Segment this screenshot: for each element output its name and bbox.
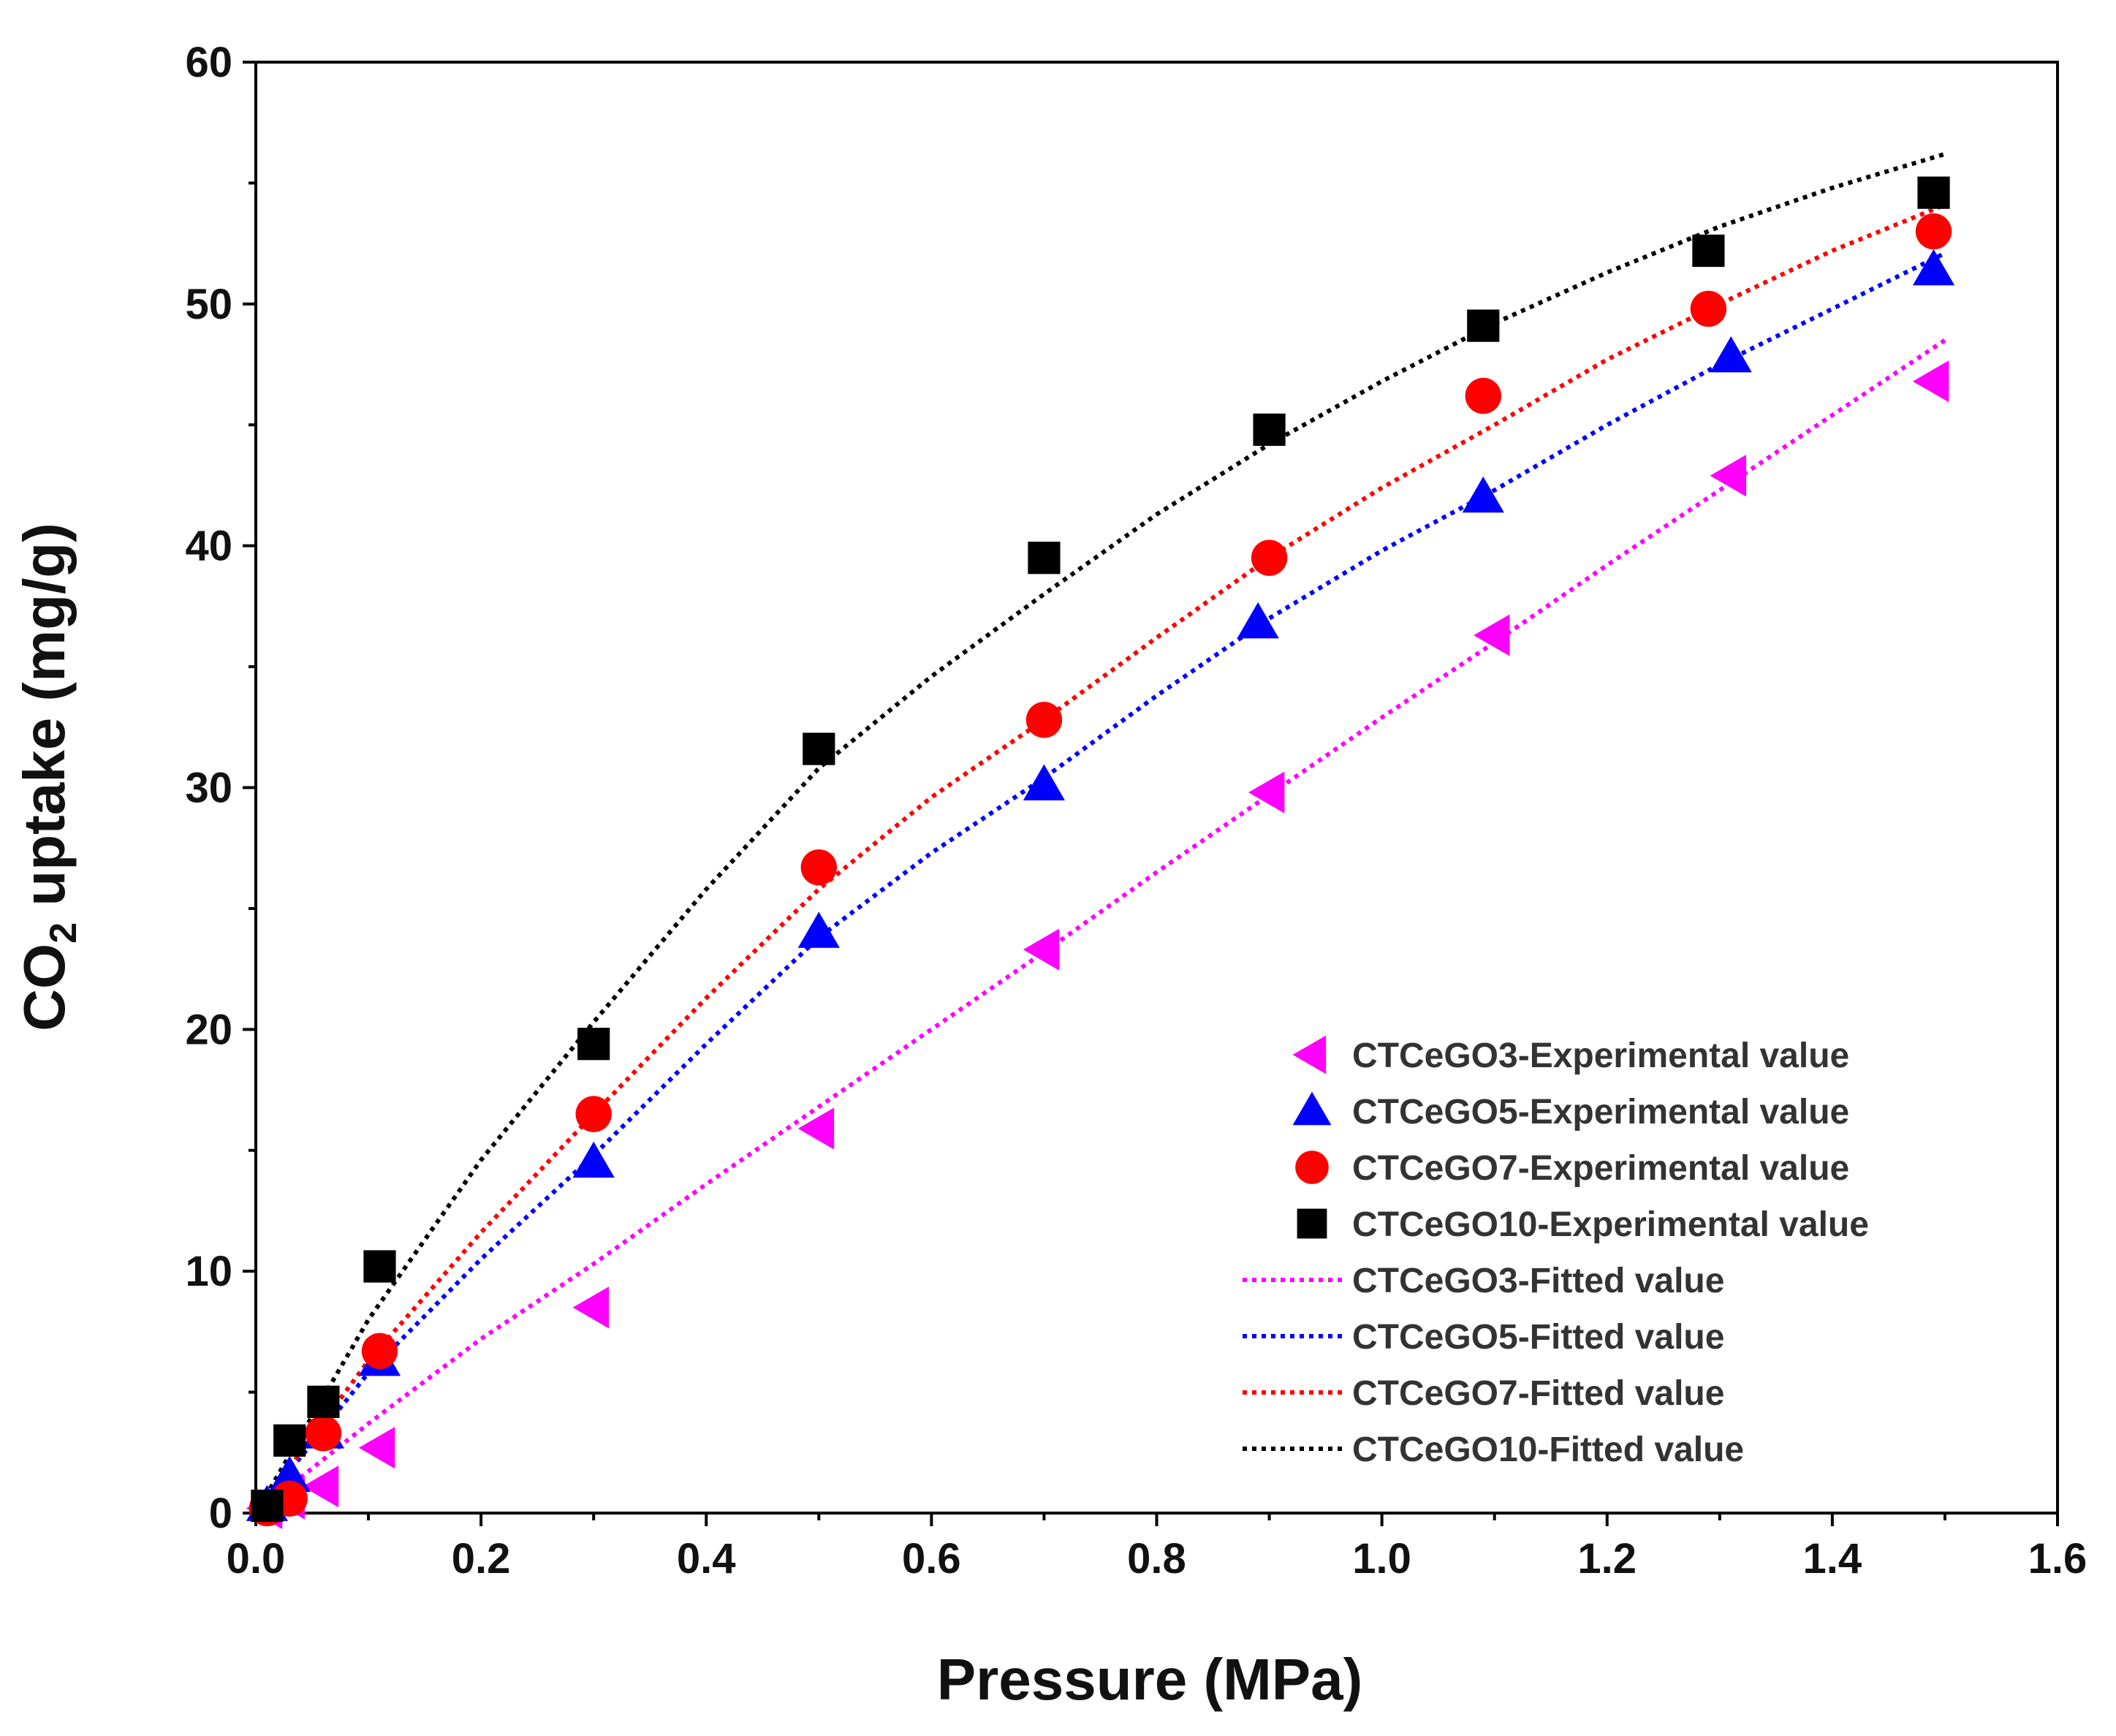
legend-marker-ctcego3 <box>1292 1035 1327 1074</box>
data-point-ctcego7 <box>1915 213 1952 250</box>
data-point-ctcego3 <box>572 1286 609 1329</box>
data-point-ctcego3 <box>302 1466 339 1508</box>
data-point-ctcego3 <box>1474 614 1510 656</box>
data-point-ctcego3 <box>1248 771 1285 814</box>
y-axis-title: CO2 uptake (mg/g) <box>12 523 85 1031</box>
data-point-ctcego10 <box>577 1028 610 1061</box>
data-point-ctcego5 <box>572 1141 615 1178</box>
y-tick-label: 0 <box>209 1490 232 1537</box>
data-point-ctcego10 <box>1692 234 1725 268</box>
data-point-ctcego3 <box>797 1107 835 1150</box>
data-point-ctcego7 <box>305 1415 342 1452</box>
data-point-ctcego3 <box>1912 360 1949 403</box>
data-point-ctcego5 <box>1912 249 1955 286</box>
legend-label: CTCeGO3-Fitted value <box>1352 1262 1724 1300</box>
data-point-ctcego10 <box>273 1424 306 1457</box>
legend-label: CTCeGO7-Experimental value <box>1352 1149 1849 1188</box>
legend: CTCeGO3-Experimental value CTCeGO5-Experi… <box>1243 1035 1869 1469</box>
x-axis-title: Pressure (MPa) <box>937 1647 1362 1712</box>
y-tick-label: 20 <box>185 1006 232 1053</box>
data-point-ctcego5 <box>268 1455 311 1493</box>
data-point-ctcego3 <box>358 1427 395 1469</box>
y-axis-title-rest: uptake (mg/g) <box>12 523 77 922</box>
fitted-line-ctcego7 <box>254 202 1946 1515</box>
legend-marker-ctcego5 <box>1292 1091 1332 1126</box>
y-tick-label: 30 <box>185 765 232 812</box>
x-tick-label: 1.2 <box>1577 1535 1637 1583</box>
y-tick-label: 60 <box>185 39 232 86</box>
y-tick-label: 40 <box>185 523 232 570</box>
fitted-line-ctcego10 <box>254 151 1946 1515</box>
data-point-ctcego10 <box>307 1385 340 1418</box>
plot-frame <box>254 61 2059 1515</box>
data-point-ctcego5 <box>797 911 840 948</box>
legend-marker-ctcego10 <box>1297 1208 1327 1239</box>
data-point-ctcego10 <box>803 732 835 765</box>
legend-label: CTCeGO7-Fitted value <box>1352 1374 1724 1413</box>
data-point-ctcego10 <box>1917 176 1950 209</box>
data-point-ctcego3 <box>1023 928 1060 971</box>
data-point-ctcego3 <box>1710 455 1747 497</box>
experimental-points <box>246 176 1955 1529</box>
data-point-ctcego7 <box>361 1333 398 1370</box>
fitted-curves <box>254 151 1946 1515</box>
y-tick-label: 10 <box>185 1248 232 1295</box>
x-tick-label: 1.0 <box>1352 1535 1411 1583</box>
y-tick-label: 50 <box>185 281 232 328</box>
data-point-ctcego7 <box>1251 539 1288 576</box>
x-tick-label: 1.6 <box>2028 1535 2087 1583</box>
x-tick-label: 0.0 <box>227 1535 286 1583</box>
data-point-ctcego7 <box>1465 377 1501 414</box>
data-point-ctcego7 <box>1690 290 1727 327</box>
data-point-ctcego10 <box>1028 542 1061 575</box>
data-point-ctcego5 <box>1237 602 1279 639</box>
data-point-ctcego7 <box>1025 702 1063 738</box>
data-point-ctcego5 <box>1710 336 1752 373</box>
x-tick-label: 0.8 <box>1127 1535 1186 1583</box>
legend-label: CTCeGO5-Fitted value <box>1352 1318 1724 1357</box>
x-tick-label: 0.4 <box>677 1535 736 1583</box>
data-point-ctcego10 <box>1467 309 1500 342</box>
data-point-ctcego10 <box>251 1489 284 1523</box>
legend-label: CTCeGO3-Experimental value <box>1352 1036 1849 1075</box>
data-point-ctcego10 <box>1253 413 1286 446</box>
y-axis-title-subscript: 2 <box>42 922 85 944</box>
data-point-ctcego7 <box>800 849 838 886</box>
x-tick-label: 0.2 <box>452 1535 511 1583</box>
fitted-line-ctcego3 <box>254 338 1946 1515</box>
data-point-ctcego5 <box>1462 476 1504 513</box>
data-point-ctcego10 <box>363 1250 396 1283</box>
y-axis-title-co: CO <box>12 944 77 1031</box>
legend-label: CTCeGO10-Experimental value <box>1352 1205 1869 1244</box>
axes: 0.0 0.2 0.4 0.6 0.8 1.0 1.2 1.4 1.6 0 10 20 30 40 50 60 <box>185 39 2087 1583</box>
x-tick-label: 0.6 <box>902 1535 961 1583</box>
data-point-ctcego5 <box>1023 764 1066 800</box>
data-point-ctcego7 <box>575 1096 612 1132</box>
legend-label: CTCeGO10-Fitted value <box>1352 1430 1744 1469</box>
legend-label: CTCeGO5-Experimental value <box>1352 1093 1849 1132</box>
x-tick-label: 1.4 <box>1803 1535 1862 1583</box>
fitted-line-ctcego5 <box>254 251 1946 1515</box>
legend-marker-ctcego7 <box>1295 1151 1329 1184</box>
